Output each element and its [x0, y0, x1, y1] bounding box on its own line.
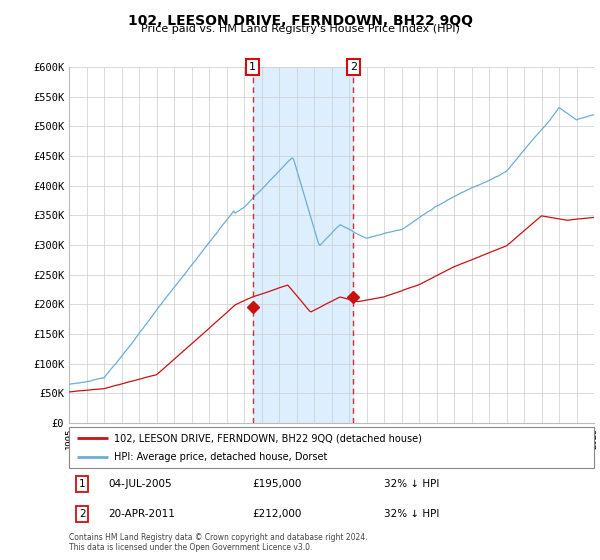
Text: Price paid vs. HM Land Registry's House Price Index (HPI): Price paid vs. HM Land Registry's House … — [140, 24, 460, 34]
Text: £212,000: £212,000 — [253, 509, 302, 519]
Text: 102, LEESON DRIVE, FERNDOWN, BH22 9QQ (detached house): 102, LEESON DRIVE, FERNDOWN, BH22 9QQ (d… — [113, 433, 421, 443]
Text: 32% ↓ HPI: 32% ↓ HPI — [384, 479, 439, 489]
Text: 2: 2 — [79, 509, 85, 519]
FancyBboxPatch shape — [69, 427, 594, 468]
Text: 102, LEESON DRIVE, FERNDOWN, BH22 9QQ: 102, LEESON DRIVE, FERNDOWN, BH22 9QQ — [128, 14, 473, 28]
Text: 20-APR-2011: 20-APR-2011 — [109, 509, 175, 519]
Text: 2: 2 — [350, 62, 357, 72]
Text: HPI: Average price, detached house, Dorset: HPI: Average price, detached house, Dors… — [113, 452, 327, 461]
Bar — [253, 67, 353, 423]
Text: Contains HM Land Registry data © Crown copyright and database right 2024.: Contains HM Land Registry data © Crown c… — [69, 533, 367, 542]
Text: This data is licensed under the Open Government Licence v3.0.: This data is licensed under the Open Gov… — [69, 543, 313, 552]
Text: £195,000: £195,000 — [253, 479, 302, 489]
Text: 04-JUL-2005: 04-JUL-2005 — [109, 479, 172, 489]
Text: 1: 1 — [79, 479, 85, 489]
Text: 32% ↓ HPI: 32% ↓ HPI — [384, 509, 439, 519]
Text: 1: 1 — [249, 62, 256, 72]
